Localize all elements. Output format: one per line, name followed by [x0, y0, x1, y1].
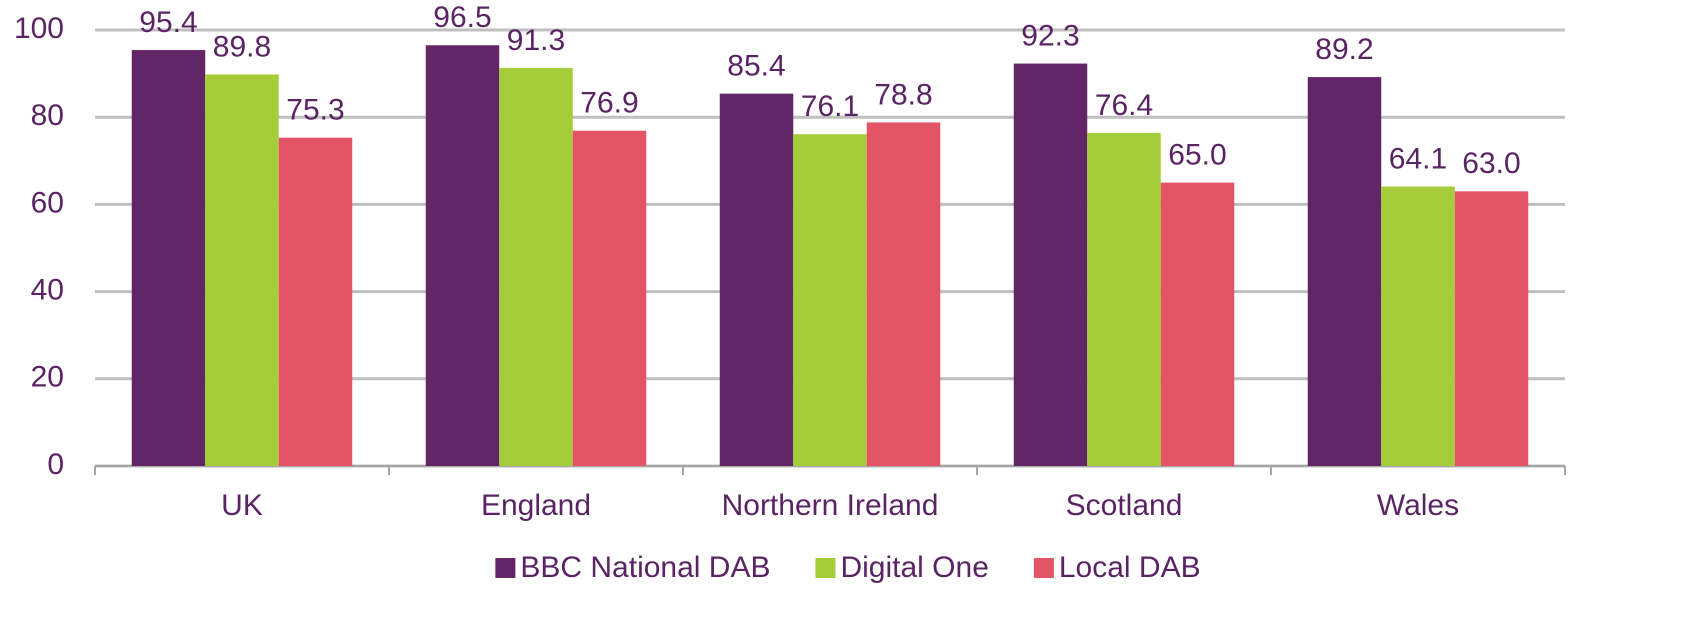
value-label: 92.3 — [1021, 19, 1079, 52]
y-tick-label: 80 — [31, 99, 64, 132]
bar — [1381, 186, 1455, 467]
legend-swatch — [495, 558, 516, 578]
value-label: 76.4 — [1095, 89, 1153, 122]
value-label: 85.4 — [727, 50, 785, 83]
bar — [205, 74, 279, 467]
bar — [719, 93, 794, 466]
legend-swatch — [1033, 558, 1054, 578]
value-label: 65.0 — [1168, 139, 1226, 172]
bar — [278, 137, 353, 466]
value-label: 89.8 — [213, 30, 271, 63]
legend-swatch — [815, 558, 836, 578]
bar — [793, 134, 867, 467]
bar — [499, 67, 573, 466]
value-label: 96.5 — [433, 1, 491, 34]
y-tick-label: 20 — [31, 361, 64, 394]
value-label: 76.9 — [580, 87, 638, 120]
y-tick-label: 40 — [31, 274, 64, 307]
y-tick-label: 100 — [14, 12, 64, 45]
value-label: 64.1 — [1389, 142, 1447, 175]
value-label: 95.4 — [139, 6, 197, 39]
bar — [1307, 77, 1382, 466]
value-label: 89.2 — [1315, 33, 1373, 66]
value-label: 78.8 — [874, 78, 932, 111]
bar — [572, 130, 647, 466]
legend-label: Local DAB — [1059, 551, 1201, 584]
x-tick-label: England — [481, 489, 591, 522]
x-tick-label: UK — [221, 489, 263, 522]
legend-label: BBC National DAB — [520, 551, 770, 584]
x-tick-label: Northern Ireland — [722, 489, 939, 522]
y-tick-label: 60 — [31, 186, 64, 219]
value-label: 91.3 — [507, 24, 565, 57]
value-label: 63.0 — [1462, 147, 1520, 180]
value-label: 76.1 — [801, 90, 859, 123]
bar — [1013, 63, 1088, 467]
bar — [1160, 182, 1235, 466]
bar — [1454, 191, 1529, 466]
bar — [1087, 132, 1161, 466]
bar — [131, 50, 206, 466]
x-tick-label: Wales — [1377, 489, 1459, 522]
legend-label: Digital One — [840, 551, 988, 584]
y-tick-label: 0 — [47, 448, 64, 481]
bar — [866, 122, 941, 466]
value-label: 75.3 — [286, 94, 344, 127]
bar — [425, 45, 500, 466]
x-tick-label: Scotland — [1066, 489, 1183, 522]
